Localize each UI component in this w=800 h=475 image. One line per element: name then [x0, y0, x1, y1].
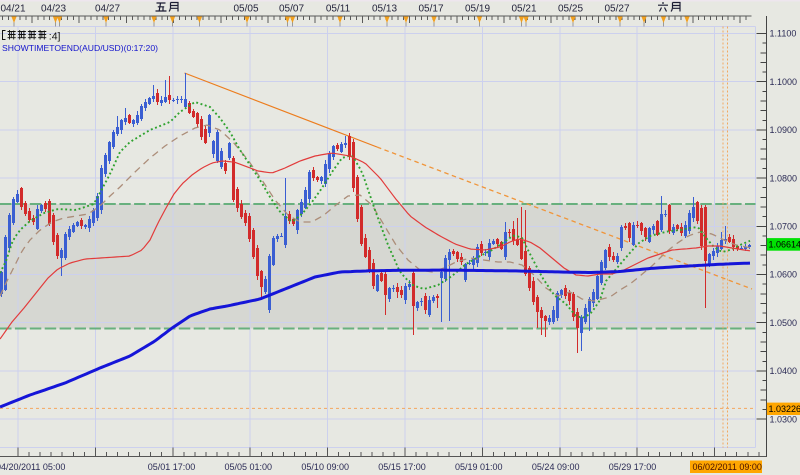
svg-text:05/05 01:00: 05/05 01:00 — [225, 462, 273, 472]
svg-text:SHOWTIMETOEND(AUD/USD)(0:17:20: SHOWTIMETOEND(AUD/USD)(0:17:20) — [2, 43, 158, 53]
svg-text:1.0300: 1.0300 — [770, 414, 798, 424]
svg-text:05/13: 05/13 — [372, 4, 397, 15]
svg-text:04/20/2011 05:00: 04/20/2011 05:00 — [0, 462, 65, 472]
svg-text:05/25: 05/25 — [558, 4, 583, 15]
svg-text:1.03226: 1.03226 — [769, 404, 800, 414]
svg-text:1.06614: 1.06614 — [769, 240, 800, 250]
svg-text:06/02/2011 09:00: 06/02/2011 09:00 — [693, 462, 762, 472]
svg-text:04/23: 04/23 — [41, 4, 66, 15]
svg-text:1.0700: 1.0700 — [770, 222, 798, 232]
svg-text:1.0500: 1.0500 — [770, 318, 798, 328]
svg-text:1.0400: 1.0400 — [770, 366, 798, 376]
svg-text:05/19 01:00: 05/19 01:00 — [455, 462, 503, 472]
svg-text:05/19: 05/19 — [465, 4, 490, 15]
svg-text:05/29 17:00: 05/29 17:00 — [609, 462, 657, 472]
svg-text:1.1000: 1.1000 — [770, 77, 798, 87]
svg-text:1.0800: 1.0800 — [770, 173, 798, 183]
svg-text:05/15 17:00: 05/15 17:00 — [378, 462, 426, 472]
svg-text:05/07: 05/07 — [279, 4, 304, 15]
svg-text:1.1100: 1.1100 — [770, 29, 797, 39]
svg-text:05/24 09:00: 05/24 09:00 — [532, 462, 580, 472]
svg-text:05/21: 05/21 — [511, 4, 536, 15]
svg-text:05/05: 05/05 — [233, 4, 258, 15]
svg-text:05/17: 05/17 — [418, 4, 443, 15]
svg-text::4]: :4] — [49, 31, 61, 43]
svg-text:05/10 09:00: 05/10 09:00 — [301, 462, 349, 472]
svg-text:05/11: 05/11 — [326, 4, 351, 15]
svg-text:1.0600: 1.0600 — [770, 270, 798, 280]
svg-text:04/21: 04/21 — [0, 4, 25, 15]
svg-text:1.0900: 1.0900 — [770, 125, 798, 135]
svg-text:04/27: 04/27 — [95, 4, 120, 15]
svg-text:05/27: 05/27 — [604, 4, 629, 15]
svg-text:05/01 17:00: 05/01 17:00 — [148, 462, 196, 472]
